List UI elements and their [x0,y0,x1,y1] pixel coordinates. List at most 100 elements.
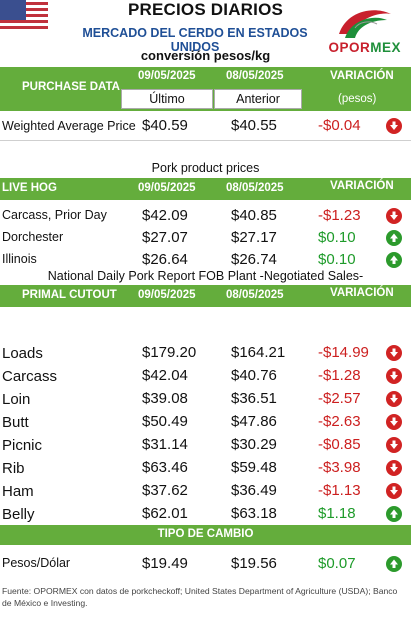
row-label: Rib [2,460,25,477]
table-row: Loin $39.08 $36.51 -$2.57 [0,387,411,410]
row-variation: -$0.85 [318,436,361,453]
row-label: Loads [2,345,43,362]
table-row: Carcass $42.04 $40.76 -$1.28 [0,364,411,387]
unit-label: (pesos) [338,93,377,105]
row-previous-value: $40.85 [231,207,277,224]
row-current-value: $40.59 [142,117,188,134]
report-header: PRECIOS DIARIOS MERCADO DEL CERDO EN EST… [0,0,411,67]
last-label: Último [121,89,213,109]
row-previous-value: $30.29 [231,436,277,453]
row-label: Illinois [2,252,37,266]
row-variation: -$1.23 [318,207,361,224]
row-variation: -$1.13 [318,482,361,499]
row-current-value: $39.08 [142,390,188,407]
row-variation: -$0.04 [318,117,361,134]
date-current: 09/05/2025 [138,182,196,194]
row-current-value: $26.64 [142,251,188,268]
table-row: Loads $179.20 $164.21 -$14.99 [0,341,411,364]
row-current-value: $37.62 [142,482,188,499]
arrow-down-icon [386,391,402,407]
arrow-up-icon [386,230,402,246]
exchange-header: TIPO DE CAMBIO [0,525,411,545]
date-previous: 08/05/2025 [226,70,284,82]
row-previous-value: $36.51 [231,390,277,407]
row-variation: $0.10 [318,251,356,268]
table-row: Illinois $26.64 $26.74 $0.10 [0,249,411,271]
row-variation: -$14.99 [318,344,369,361]
row-current-value: $27.07 [142,229,188,246]
row-variation: -$2.63 [318,413,361,430]
row-previous-value: $26.74 [231,251,277,268]
date-current: 09/05/2025 [138,289,196,301]
row-label: Carcass [2,368,58,385]
purchase-header: PURCHASE DATA 09/05/2025 08/05/2025 VARI… [0,67,411,111]
date-current: 09/05/2025 [138,70,196,82]
pork-label: LIVE HOG [2,182,57,194]
row-label: Butt [2,414,29,431]
row-previous-value: $63.18 [231,505,277,522]
page-subtitle: MERCADO DEL CERDO EN ESTADOS UNIDOS [82,26,308,54]
row-label: Dorchester [2,230,64,244]
primal-label: PRIMAL CUTOUT [22,289,117,301]
us-flag-icon [0,0,48,34]
table-row: Picnic $31.14 $30.29 -$0.85 [0,433,411,456]
arrow-down-icon [386,208,402,224]
row-label: Picnic [2,437,43,454]
primal-section-title: National Daily Pork Report FOB Plant -Ne… [47,269,364,283]
row-variation: -$2.57 [318,390,361,407]
row-current-value: $179.20 [142,344,197,361]
arrow-up-icon [386,556,402,572]
exchange-label: TIPO DE CAMBIO [157,528,254,540]
table-row: Weighted Average Price $40.59 $40.55 -$0… [0,111,411,141]
row-previous-value: $36.49 [231,482,277,499]
variation-header: VARIACIÓN [330,287,394,299]
row-label: Loin [2,391,31,408]
arrow-down-icon [386,118,402,134]
arrow-down-icon [386,460,402,476]
logo-wordmark: OPORMEX [328,40,401,55]
source-footnote: Fuente: OPORMEX con datos de porkcheckof… [2,586,398,608]
arrow-up-icon [386,252,402,268]
row-previous-value: $59.48 [231,459,277,476]
conversion-note: conversión pesos/kg [140,48,271,63]
row-variation: -$3.98 [318,459,361,476]
row-previous-value: $164.21 [231,344,286,361]
row-label: Weighted Average Price [2,119,136,133]
date-previous: 08/05/2025 [226,182,284,194]
page-title: PRECIOS DIARIOS [127,0,284,19]
arrow-down-icon [386,414,402,430]
row-previous-value: $19.56 [231,555,277,572]
arrow-up-icon [386,506,402,522]
row-current-value: $42.04 [142,367,188,384]
pork-section-title: Pork product prices [151,161,260,175]
table-row: Butt $50.49 $47.86 -$2.63 [0,410,411,433]
row-variation: $0.10 [318,229,356,246]
row-current-value: $31.14 [142,436,188,453]
row-current-value: $42.09 [142,207,188,224]
primal-header: PRIMAL CUTOUT 09/05/2025 08/05/2025 VARI… [0,285,411,307]
row-previous-value: $40.55 [231,117,277,134]
row-previous-value: $40.76 [231,367,277,384]
table-row: Carcass, Prior Day $42.09 $40.85 -$1.23 [0,205,411,227]
row-previous-value: $27.17 [231,229,277,246]
arrow-down-icon [386,368,402,384]
previous-label: Anterior [214,89,302,109]
arrow-down-icon [386,437,402,453]
row-label: Ham [2,483,34,500]
row-current-value: $50.49 [142,413,188,430]
row-variation: $1.18 [318,505,356,522]
row-previous-value: $47.86 [231,413,277,430]
purchase-label: PURCHASE DATA [22,81,120,93]
pork-header: LIVE HOG 09/05/2025 08/05/2025 VARIACIÓN [0,178,411,200]
table-row: Rib $63.46 $59.48 -$3.98 [0,456,411,479]
variation-header: VARIACIÓN [330,70,394,82]
row-current-value: $62.01 [142,505,188,522]
row-label: Belly [2,506,35,523]
row-variation: -$1.28 [318,367,361,384]
row-label: Pesos/Dólar [2,556,71,570]
arrow-down-icon [386,345,402,361]
variation-header: VARIACIÓN [330,180,394,192]
table-row: Pesos/Dólar $19.49 $19.56 $0.07 [0,550,411,578]
arrow-down-icon [386,483,402,499]
opormex-logo [339,10,391,38]
